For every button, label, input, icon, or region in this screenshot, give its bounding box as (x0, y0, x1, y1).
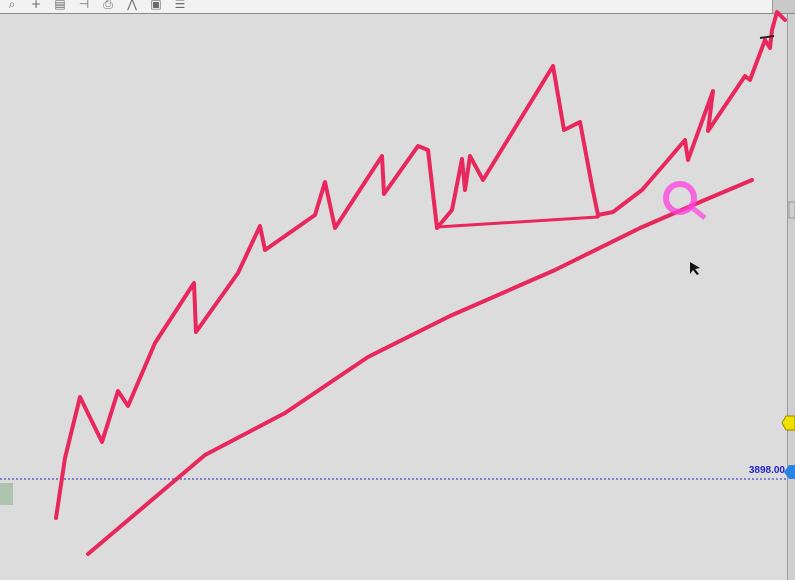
list-icon[interactable]: ☰ (174, 0, 186, 11)
crosshair-icon[interactable]: + (30, 0, 42, 11)
left-bar-marker (0, 483, 13, 505)
price-axis[interactable] (787, 14, 795, 580)
template-icon[interactable]: ▣ (150, 0, 162, 11)
zoom-icon[interactable]: ⌕ (8, 0, 16, 11)
toolbar-corner-button[interactable] (772, 0, 795, 13)
printer-icon[interactable]: ⎙ (103, 0, 113, 11)
trend-icon[interactable]: ⋀ (127, 0, 137, 11)
price-level-label: 3898.00 (748, 465, 785, 476)
period-icon[interactable]: ⊣ (78, 0, 90, 11)
data-window-icon[interactable]: ▤ (54, 0, 66, 11)
chart-toolbar: ⌕ + ▤ ⊣ ⎙ ⋀ ▣ ☰ (0, 0, 795, 14)
chart-area[interactable] (0, 14, 788, 580)
